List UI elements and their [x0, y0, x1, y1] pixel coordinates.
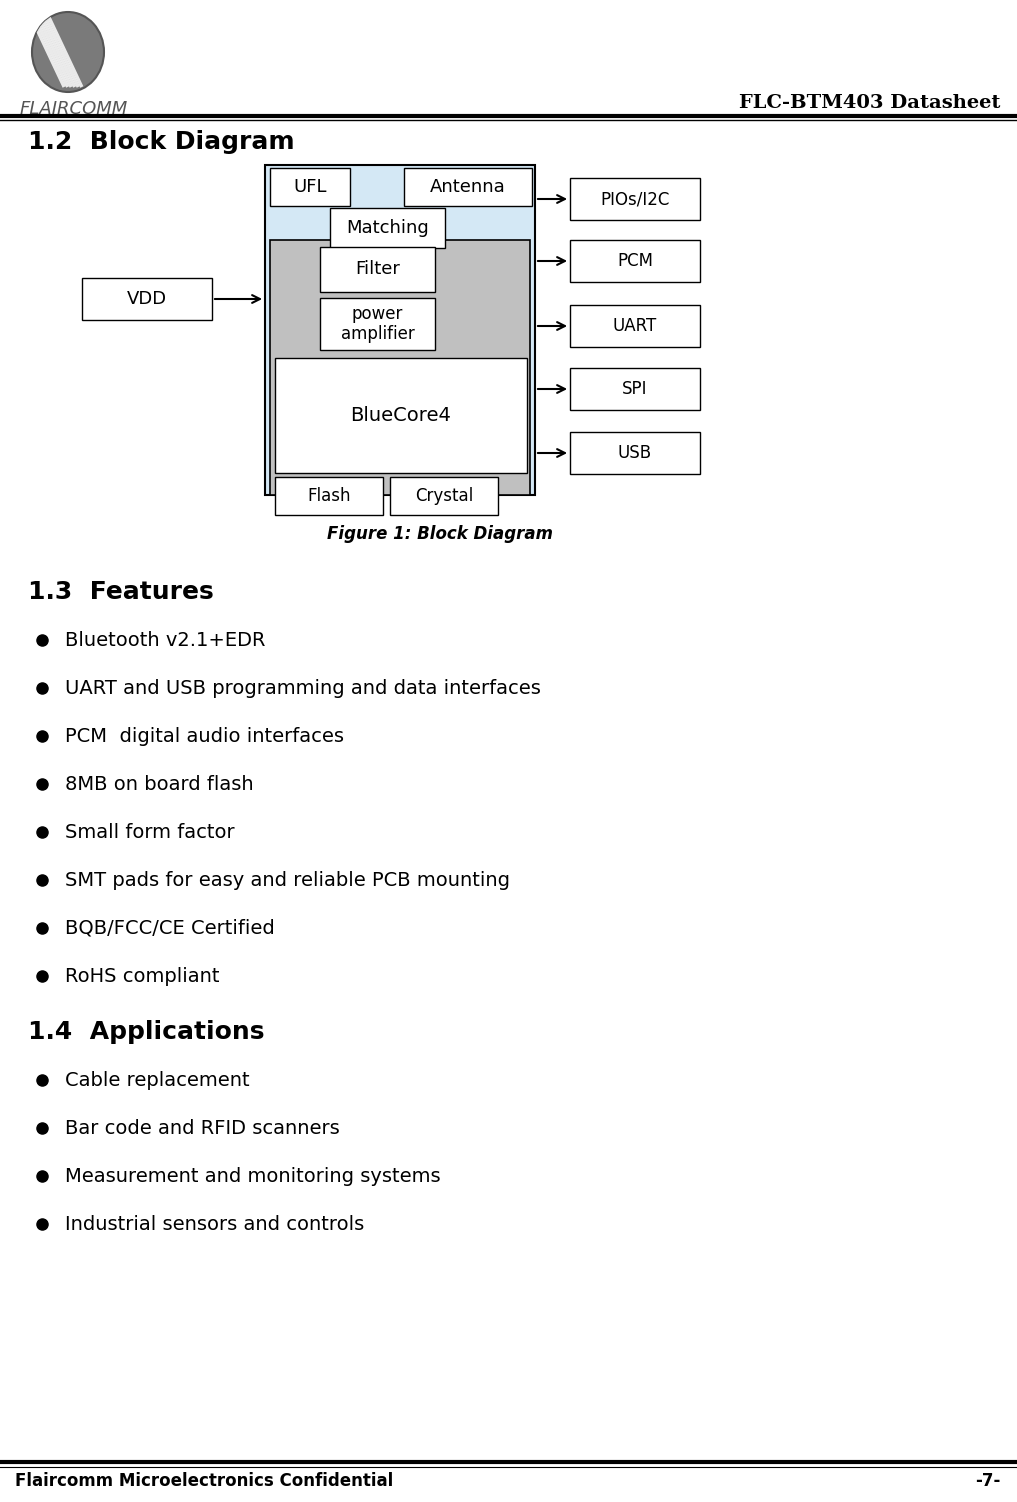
Text: UART: UART	[613, 317, 657, 335]
Bar	[265, 165, 535, 496]
Text: USB: USB	[618, 445, 652, 463]
Text: Crystal: Crystal	[415, 487, 473, 505]
Text: 1.2  Block Diagram: 1.2 Block Diagram	[28, 131, 295, 155]
Text: UFL: UFL	[293, 179, 326, 195]
Text: SMT pads for easy and reliable PCB mounting: SMT pads for easy and reliable PCB mount…	[65, 871, 510, 889]
Bar	[270, 168, 350, 206]
Text: Measurement and monitoring systems: Measurement and monitoring systems	[65, 1167, 440, 1185]
Text: 8MB on board flash: 8MB on board flash	[65, 775, 253, 793]
Text: -7-: -7-	[974, 1472, 1000, 1490]
Bar	[570, 240, 700, 282]
Bar	[82, 278, 212, 320]
Bar	[330, 207, 445, 248]
Bar	[570, 368, 700, 410]
Text: Matching: Matching	[346, 219, 429, 237]
Text: Filter: Filter	[355, 260, 400, 278]
Text: Industrial sensors and controls: Industrial sensors and controls	[65, 1215, 364, 1233]
Bar	[570, 433, 700, 475]
Bar	[570, 305, 700, 347]
Text: Cable replacement: Cable replacement	[65, 1071, 249, 1089]
Ellipse shape	[32, 12, 104, 92]
Bar	[320, 246, 435, 291]
Text: PCM: PCM	[617, 252, 653, 270]
Text: PCM  digital audio interfaces: PCM digital audio interfaces	[65, 727, 344, 745]
Text: Flaircomm Microelectronics Confidential: Flaircomm Microelectronics Confidential	[15, 1472, 394, 1490]
Bar	[320, 297, 435, 350]
Text: BlueCore4: BlueCore4	[351, 406, 452, 425]
Text: VDD: VDD	[127, 290, 167, 308]
Text: UART and USB programming and data interfaces: UART and USB programming and data interf…	[65, 679, 541, 697]
Text: Flash: Flash	[307, 487, 351, 505]
Bar	[404, 168, 532, 206]
Bar	[270, 240, 530, 496]
Text: BQB/FCC/CE Certified: BQB/FCC/CE Certified	[65, 919, 275, 937]
Text: Antenna: Antenna	[430, 179, 505, 195]
Text: 1.3  Features: 1.3 Features	[28, 580, 214, 604]
Text: Small form factor: Small form factor	[65, 823, 235, 841]
Text: Bluetooth v2.1+EDR: Bluetooth v2.1+EDR	[65, 631, 265, 649]
Bar	[570, 179, 700, 219]
Text: Bar code and RFID scanners: Bar code and RFID scanners	[65, 1119, 340, 1137]
Text: FLC-BTM403 Datasheet: FLC-BTM403 Datasheet	[738, 95, 1000, 113]
Text: Figure 1: Block Diagram: Figure 1: Block Diagram	[327, 526, 553, 544]
Bar	[275, 357, 527, 473]
Text: power
amplifier: power amplifier	[341, 305, 414, 344]
Bar	[390, 478, 498, 515]
Text: FLAIRCOMM: FLAIRCOMM	[20, 101, 128, 119]
Bar	[275, 478, 383, 515]
Text: 1.4  Applications: 1.4 Applications	[28, 1020, 264, 1044]
Text: SPI: SPI	[622, 380, 648, 398]
Text: PIOs/I2C: PIOs/I2C	[600, 189, 669, 207]
Text: RoHS compliant: RoHS compliant	[65, 966, 220, 985]
